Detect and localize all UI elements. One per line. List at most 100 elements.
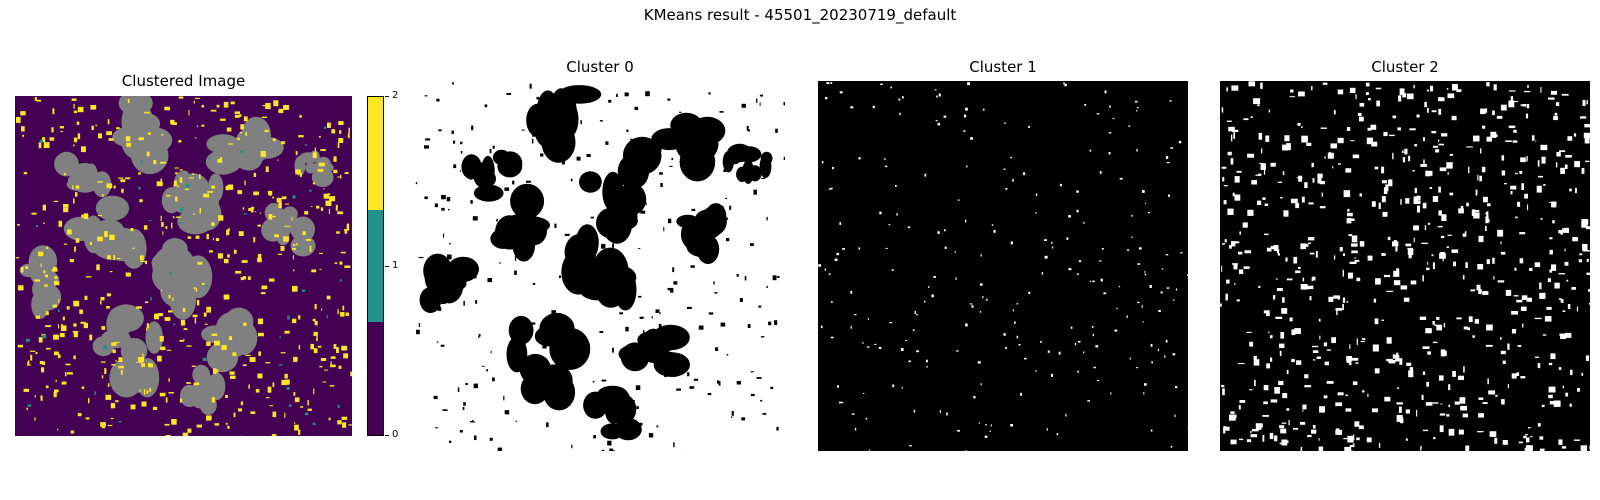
cluster-2-patch [1447,171,1449,175]
cluster-2-patch [1549,201,1554,203]
cluster-2-patch [1270,357,1273,362]
cluster-2-patch [1333,255,1336,260]
cluster-2-patch [35,352,38,355]
cluster-2-patch [1573,133,1577,137]
cluster-2-patch [223,258,229,264]
cluster-0-background-speck [521,129,525,131]
cluster-0-background-speck [770,386,774,389]
cluster-2-patch [1280,197,1283,199]
cluster-0-background-speck [497,447,503,451]
cluster-2-patch [1294,328,1301,334]
cluster-1-speck [1108,132,1112,134]
cluster-2-patch [1550,90,1557,95]
cluster-2-patch [41,367,45,373]
cluster-1-foreground-speckles [818,82,1188,451]
cluster-2-patch [1588,303,1590,305]
cluster-0-background-speck [673,442,675,448]
cluster-2-patch [74,246,76,252]
cluster-2-patch [1263,401,1268,405]
cluster-2-patch [1524,193,1528,199]
cluster-2-patch [1224,239,1227,243]
cluster-2-patch [1264,233,1269,236]
cluster-2-patch [1448,384,1451,391]
cluster-2-patch [1529,445,1533,451]
cluster-2-patch [227,254,230,258]
cluster-0-background-speck [438,129,442,132]
cluster-2-patch [197,261,203,265]
cluster-1-speck [1010,156,1012,159]
cluster-0-background-speck [729,205,732,210]
cluster-2-patch [1359,241,1365,247]
cluster-0-background-speck [720,322,726,327]
cluster-2-patch [1257,104,1260,107]
cluster-2-patch [1427,351,1431,355]
cluster-0-background-speck [486,369,489,372]
cluster-0-background-patch [506,336,528,373]
cluster-2-patch [1458,429,1464,435]
cluster-2-patch [1345,168,1352,173]
cluster-1-speck [964,114,967,118]
cluster-2-patch [284,330,290,334]
cluster-2-patch [1312,276,1316,281]
cluster-1-patch [42,334,47,339]
cluster-2-patch [1521,183,1524,190]
cluster-0-background-patch [686,235,717,257]
cluster-0-background-speck [687,306,692,309]
cluster-1-speck [1180,252,1183,254]
cluster-0-background-speck [540,153,544,157]
cluster-1-speck [1035,212,1037,214]
cluster-2-patch [337,142,340,148]
cluster-2-patch [79,309,83,314]
cluster-2-patch [1539,448,1545,451]
cluster-2-patch [1300,243,1307,250]
cluster-1-speck [878,346,882,349]
cluster-2-patch [300,173,302,177]
cluster-1-speck [834,258,838,261]
cluster-1-speck [1150,429,1153,432]
cluster-2-patch [327,122,331,128]
cluster-1-speck [900,348,904,351]
cluster-2-patch [1400,199,1402,205]
cluster-2-patch [1502,360,1506,364]
cluster-0-background-speck [482,169,484,173]
cluster-2-patch [318,162,325,167]
cluster-2-patch [277,253,283,255]
cluster-2-patch [1336,310,1338,316]
cluster-2-patch [1472,335,1475,338]
cluster-0-background-speck [636,406,639,409]
cluster-2-patch [132,247,135,249]
cluster-1-speck [1096,113,1100,115]
cluster-2-patch [43,270,46,274]
cluster-2-patch [1487,378,1489,385]
cluster-2-patch [228,336,233,340]
cluster-2-patch [40,263,42,268]
cluster-2-patch [100,297,105,301]
cluster-0-background-speck [457,387,460,392]
cluster-0-background-speck [418,323,421,327]
cluster-0-background-speck [698,325,704,330]
cluster-2-patch [1270,246,1277,250]
cluster-2-patch [1486,82,1490,87]
cluster-1-speck [957,429,960,432]
cluster-2-patch [203,312,207,317]
cluster-2-patch [1465,262,1468,269]
cluster-2-patch [23,388,29,392]
cluster-2-patch [31,212,37,215]
cluster-2-patch [1569,403,1572,407]
cluster-1-speck [1108,152,1111,155]
cluster-1-patch [25,338,30,342]
cluster-2-patch [1244,250,1252,254]
cluster-2-patch [1550,353,1556,360]
cluster-2-patch [160,215,162,222]
cluster-1-speck [908,360,911,363]
cluster-2-patch [1383,132,1388,137]
cluster-2-patch [1483,196,1488,203]
cluster-2-patch [1539,436,1544,440]
cluster-2-patch [1447,234,1452,236]
cluster-2-patch [1423,137,1425,142]
cluster-2-patch [1375,87,1382,90]
cluster-0-background-speck [436,341,439,343]
cluster-0-background-speck [448,208,450,211]
cluster-2-patch [1528,427,1531,429]
cluster-2-patch [253,172,257,177]
